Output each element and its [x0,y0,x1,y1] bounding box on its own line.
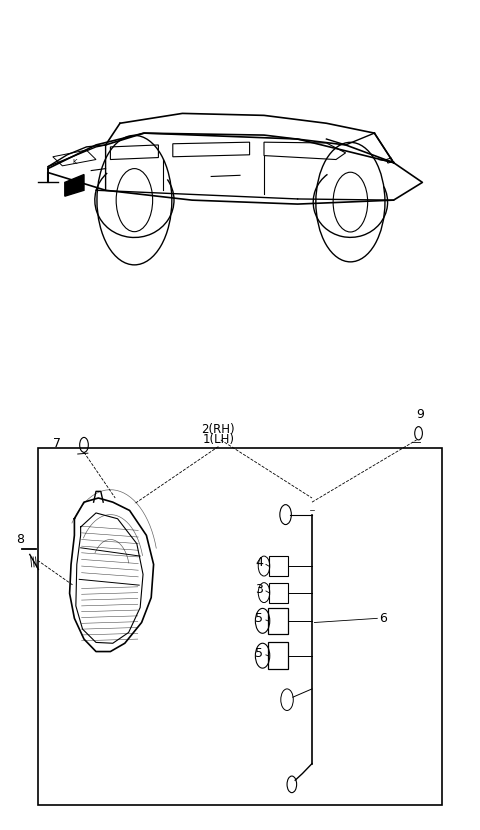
Bar [268,642,288,669]
Text: 5: 5 [255,647,263,660]
Bar [268,608,288,634]
Text: 9: 9 [416,408,424,421]
Text: 4: 4 [255,556,263,569]
Bar [269,556,288,576]
Polygon shape [70,498,154,652]
Polygon shape [65,174,84,196]
Text: 7: 7 [53,437,61,450]
Text: K: K [72,159,77,165]
Text: 2(RH): 2(RH) [202,422,235,436]
Text: 8: 8 [16,533,24,546]
Text: 5: 5 [255,612,263,625]
Text: 1(LH): 1(LH) [203,432,234,446]
Bar [38,448,442,805]
Text: 6: 6 [379,612,387,625]
Bar [269,583,288,603]
Text: 3: 3 [255,583,263,596]
